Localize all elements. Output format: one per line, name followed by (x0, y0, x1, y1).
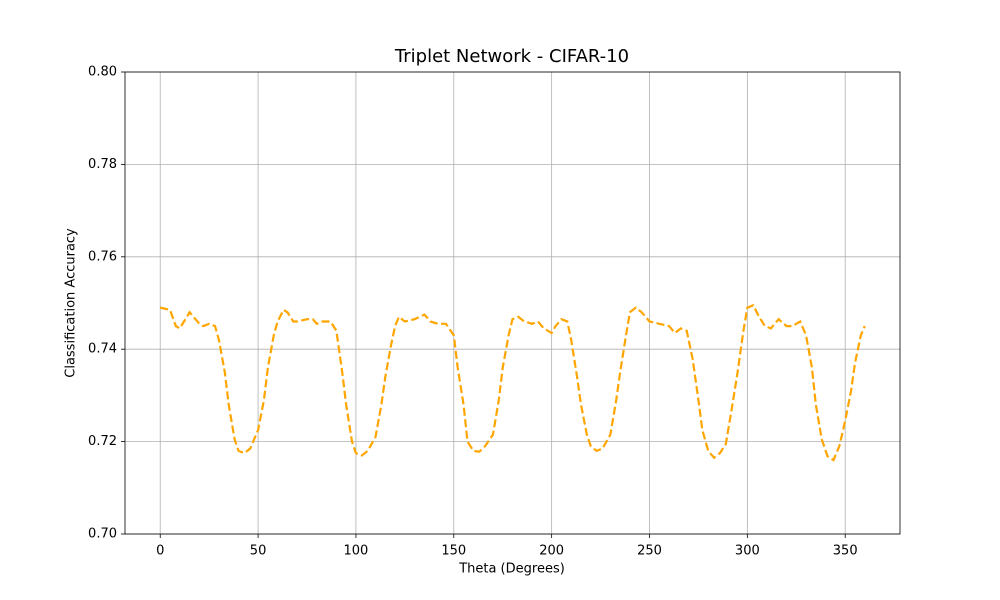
x-tick-label: 200 (539, 544, 564, 559)
x-tick-label: 300 (735, 544, 760, 559)
x-tick-label: 0 (156, 544, 164, 559)
x-tick-label: 150 (441, 544, 466, 559)
y-tick-label: 0.72 (88, 434, 117, 449)
chart-title: Triplet Network - CIFAR-10 (394, 46, 629, 67)
y-tick-label: 0.76 (88, 249, 117, 264)
y-tick-label: 0.80 (88, 65, 117, 80)
y-tick-label: 0.78 (88, 157, 117, 172)
y-tick-label: 0.74 (88, 342, 117, 357)
plot-frame (124, 71, 901, 535)
x-tick-label: 250 (637, 544, 662, 559)
x-axis-label: Theta (Degrees) (458, 562, 565, 577)
y-tick-label: 0.70 (88, 527, 117, 542)
x-tick-label: 100 (344, 544, 369, 559)
data-line (159, 303, 866, 462)
x-tick-label: 50 (250, 544, 267, 559)
y-axis-label: Classification Accuracy (64, 228, 79, 378)
x-tick-label: 350 (833, 544, 858, 559)
